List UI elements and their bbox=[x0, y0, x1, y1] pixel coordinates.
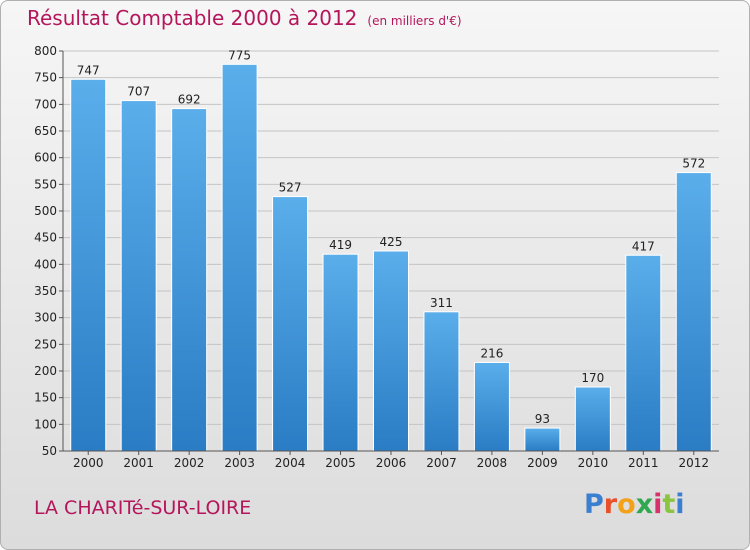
y-tick-label: 550 bbox=[34, 177, 57, 191]
x-tick-label-2000: 2000 bbox=[73, 456, 104, 470]
y-tick-label: 300 bbox=[34, 311, 57, 325]
y-tick-label: 650 bbox=[34, 124, 57, 138]
y-tick-label: 200 bbox=[34, 364, 57, 378]
place-name: LA CHARITé-SUR-LOIRE bbox=[34, 497, 252, 519]
x-tick-label-2009: 2009 bbox=[527, 456, 558, 470]
x-tick-label-2006: 2006 bbox=[376, 456, 407, 470]
bars: 747 707 692 775 527 419 425 311 216 93 170 417 572 bbox=[70, 48, 712, 452]
logo-letter: P bbox=[584, 489, 604, 520]
chart-title: Résultat Comptable 2000 à 2012 bbox=[27, 6, 358, 30]
y-tick-label: 800 bbox=[34, 44, 57, 58]
y-tick-label: 350 bbox=[34, 284, 57, 298]
data-label-2002: 692 bbox=[178, 93, 201, 107]
bar-2002 bbox=[171, 108, 208, 452]
proxiti-logo: Proxiti bbox=[584, 489, 685, 520]
y-tick-label: 100 bbox=[34, 417, 57, 431]
data-label-2004: 527 bbox=[279, 181, 302, 195]
x-tick-label-2008: 2008 bbox=[477, 456, 508, 470]
logo-letter: t bbox=[662, 489, 676, 520]
x-tick-label-2001: 2001 bbox=[123, 456, 154, 470]
data-label-2003: 775 bbox=[228, 48, 251, 62]
x-tick-label-2012: 2012 bbox=[678, 456, 709, 470]
data-label-2011: 417 bbox=[632, 239, 655, 253]
chart-title-area: Résultat Comptable 2000 à 2012 (en millie… bbox=[27, 6, 462, 30]
logo-letter: x bbox=[635, 489, 654, 520]
data-label-2012: 572 bbox=[682, 157, 705, 171]
logo-letter: o bbox=[617, 489, 636, 520]
y-tick-label: 250 bbox=[34, 337, 57, 351]
y-tick-label: 600 bbox=[34, 151, 57, 165]
x-tick-label-2010: 2010 bbox=[578, 456, 609, 470]
bar-2007 bbox=[423, 311, 460, 452]
y-tick-label: 50 bbox=[42, 444, 57, 458]
bar-2004 bbox=[272, 196, 309, 452]
bar-2005 bbox=[322, 253, 359, 452]
y-tick-label: 750 bbox=[34, 71, 57, 85]
logo-letter: i bbox=[653, 489, 663, 520]
data-label-2008: 216 bbox=[480, 346, 503, 360]
data-label-2007: 311 bbox=[430, 296, 453, 310]
x-tick-label-2005: 2005 bbox=[325, 456, 356, 470]
bar-2008 bbox=[473, 361, 510, 452]
y-tick-label: 450 bbox=[34, 231, 57, 245]
bar-2012 bbox=[675, 172, 712, 452]
bar-2011 bbox=[625, 254, 662, 452]
bar-2010 bbox=[574, 386, 611, 452]
x-tick-label-2002: 2002 bbox=[174, 456, 205, 470]
x-tick-label-2007: 2007 bbox=[426, 456, 457, 470]
data-label-2006: 425 bbox=[380, 235, 403, 249]
chart-subtitle: (en milliers d'€) bbox=[367, 14, 462, 28]
x-tick-label-2003: 2003 bbox=[224, 456, 255, 470]
data-label-2005: 419 bbox=[329, 238, 352, 252]
bar-2003 bbox=[221, 63, 258, 452]
logo-letter: r bbox=[603, 489, 618, 520]
y-tick-label: 500 bbox=[34, 204, 57, 218]
y-tick-label: 150 bbox=[34, 391, 57, 405]
x-tick-label-2011: 2011 bbox=[628, 456, 659, 470]
bar-2006 bbox=[373, 250, 409, 452]
data-label-2001: 707 bbox=[127, 85, 150, 99]
y-tick-label: 700 bbox=[34, 97, 57, 111]
y-tick-label: 400 bbox=[34, 257, 57, 271]
x-tick-label-2004: 2004 bbox=[275, 456, 306, 470]
bar-2009 bbox=[524, 427, 561, 452]
logo-letter: i bbox=[675, 489, 685, 520]
axes: 50 100 150 200 250 300 350 400 450 500 550 600 650 70… bbox=[34, 44, 719, 470]
data-label-2010: 170 bbox=[581, 371, 604, 385]
data-label-2000: 747 bbox=[77, 63, 100, 77]
bar-2001 bbox=[120, 100, 157, 452]
bar-2000 bbox=[70, 78, 107, 452]
data-label-2009: 93 bbox=[535, 412, 550, 426]
